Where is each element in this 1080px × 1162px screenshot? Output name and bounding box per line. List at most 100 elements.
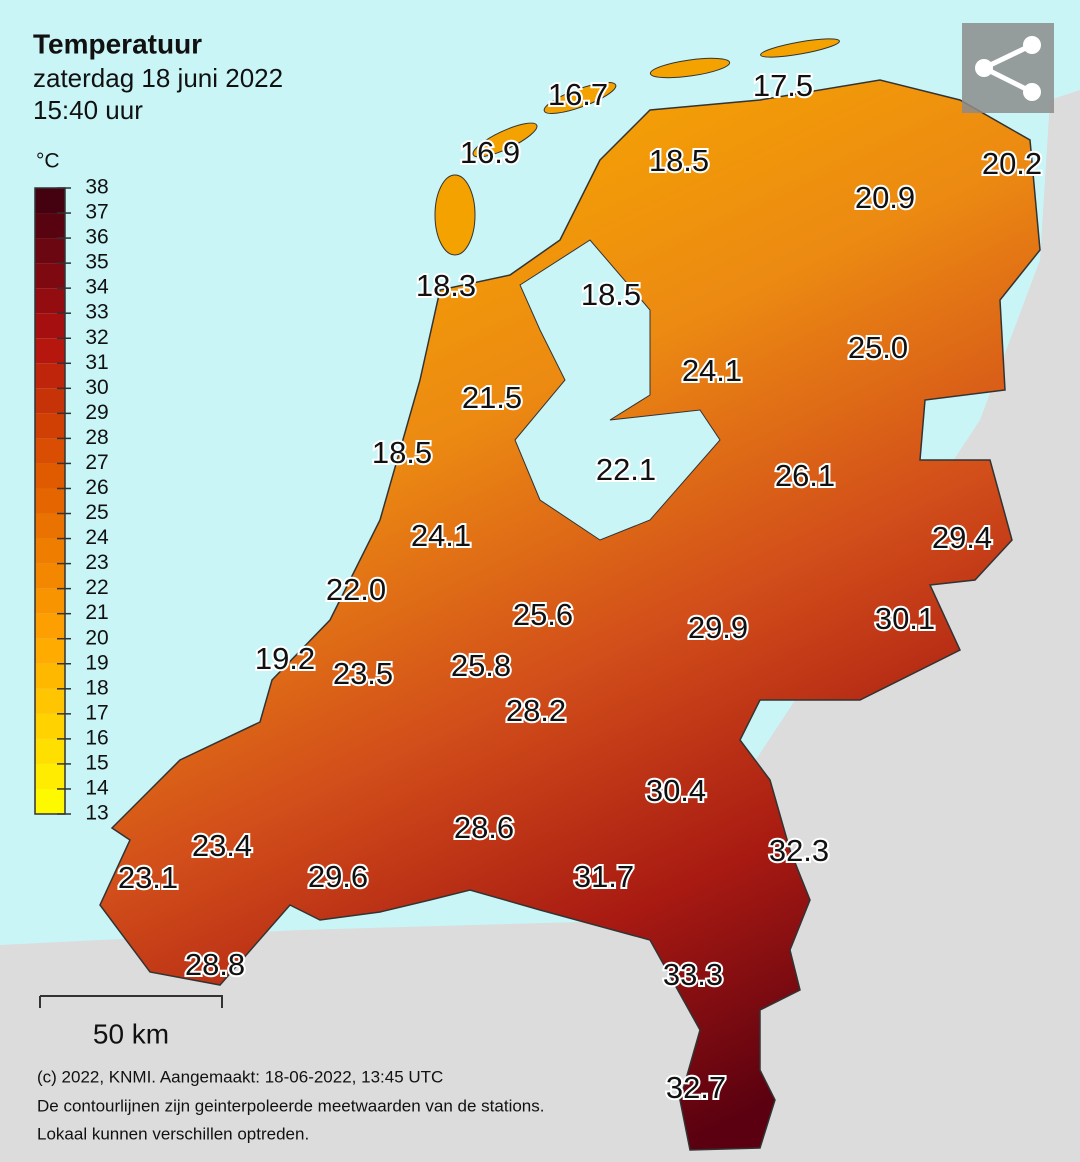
tick-label: 13: [85, 802, 108, 825]
station-value: 33.3: [663, 957, 723, 992]
colorbar-cell: [35, 388, 65, 414]
time: 15:40 uur: [33, 95, 143, 125]
station-value: 23.1: [118, 860, 178, 895]
station-value: 29.4: [932, 520, 992, 555]
colorbar-cell: [35, 563, 65, 589]
colorbar-cell: [35, 363, 65, 389]
station-value: 31.7: [574, 859, 634, 894]
colorbar-cell: [35, 288, 65, 314]
tick-label: 28: [85, 426, 108, 449]
station-value: 25.6: [513, 597, 573, 632]
station-value: 29.6: [308, 859, 368, 894]
station-value: 26.1: [775, 458, 835, 493]
tick-label: 33: [85, 301, 108, 324]
tick-label: 37: [85, 201, 108, 224]
station-value: 23.5: [333, 656, 393, 691]
station-value: 32.7: [666, 1070, 726, 1105]
tick-label: 21: [85, 601, 108, 624]
station-value: 28.8: [185, 947, 245, 982]
colorbar-cell: [35, 338, 65, 364]
station-value: 17.5: [753, 68, 813, 103]
tick-label: 20: [85, 626, 108, 649]
colorbar-cell: [35, 788, 65, 814]
share-button[interactable]: [962, 23, 1054, 113]
colorbar-cell: [35, 738, 65, 764]
tick-label: 26: [85, 476, 108, 499]
neighbour-land: [0, 90, 1080, 1162]
title: Temperatuur: [33, 28, 202, 59]
colorbar-cell: [35, 188, 65, 214]
station-value: 20.2: [982, 146, 1042, 181]
tick-label: 29: [85, 401, 108, 424]
station-value: 29.9: [688, 610, 748, 645]
station-value: 28.6: [454, 810, 514, 845]
tick-label: 27: [85, 451, 108, 474]
tick-label: 35: [85, 251, 108, 274]
unit: °C: [36, 150, 60, 173]
station-value: 24.1: [682, 353, 742, 388]
station-value: 22.0: [326, 572, 386, 607]
tick-label: 32: [85, 326, 108, 349]
station-value: 18.5: [649, 143, 709, 178]
colorbar-cell: [35, 263, 65, 289]
tick-label: 36: [85, 226, 108, 249]
wadden-islands: [434, 38, 840, 256]
tick-label: 25: [85, 501, 108, 524]
tick-label: 17: [85, 701, 108, 724]
station-value: 16.7: [548, 77, 608, 112]
station-value: 30.4: [646, 773, 706, 808]
station-value: 23.4: [192, 828, 252, 863]
station-value: 16.9: [460, 135, 520, 170]
station-value: 32.3: [769, 833, 829, 868]
colorbar-frame: [34, 187, 66, 815]
tick-label: 24: [85, 526, 109, 549]
colorbar-cell: [35, 513, 65, 539]
station-value: 30.1: [875, 601, 935, 636]
tick-label: 34: [85, 276, 109, 299]
tick-label: 23: [85, 551, 108, 574]
colorbar-cell: [35, 238, 65, 264]
station-value: 18.5: [581, 277, 641, 312]
colorbar-cell: [35, 213, 65, 239]
tick-label: 18: [85, 676, 108, 699]
tick-label: 30: [85, 376, 108, 399]
colorbar-cell: [35, 588, 65, 614]
station-labels: 16.7 17.5 16.9 18.5 20.2 20.9 18.3 18.5 25.0 24.1…: [116, 66, 1044, 1107]
ijsselmeer: [514, 239, 721, 541]
tick-label: 31: [85, 351, 108, 374]
footer-line: (c) 2022, KNMI. Aangemaakt: 18-06-2022, …: [37, 1067, 443, 1086]
colorbar-cell: [35, 638, 65, 664]
colorbar-cell: [35, 663, 65, 689]
tick-label: 14: [85, 777, 109, 800]
tick-label: 38: [85, 176, 108, 199]
tick-label: 16: [85, 726, 108, 749]
colorbar-cell: [35, 688, 65, 714]
station-value: 25.0: [848, 330, 908, 365]
colorbar-cell: [35, 438, 65, 464]
station-value: 22.1: [596, 452, 656, 487]
date: zaterdag 18 juni 2022: [33, 63, 283, 93]
colorbar-cell: [35, 313, 65, 339]
tick-label: 19: [85, 651, 108, 674]
colorbar-cell: [35, 413, 65, 439]
colorbar-cell: [35, 463, 65, 489]
colorbar-cell: [35, 713, 65, 739]
station-value: 24.1: [411, 518, 471, 553]
colorbar-cell: [35, 763, 65, 789]
colorbar-cell: [35, 613, 65, 639]
footer-line: Lokaal kunnen verschillen optreden.: [37, 1124, 309, 1143]
station-value: 18.3: [416, 268, 476, 303]
netherlands: [99, 79, 1041, 1151]
tick-label: 22: [85, 576, 108, 599]
colorbar-cell: [35, 488, 65, 514]
scale-label: 50 km: [93, 1018, 169, 1049]
scale-bar: [39, 995, 223, 1008]
colorbar-cell: [35, 538, 65, 564]
station-value: 20.9: [855, 180, 915, 215]
station-value: 19.2: [255, 641, 315, 676]
station-value: 21.5: [462, 380, 522, 415]
station-value: 25.8: [451, 648, 511, 683]
station-value: 28.2: [506, 693, 566, 728]
